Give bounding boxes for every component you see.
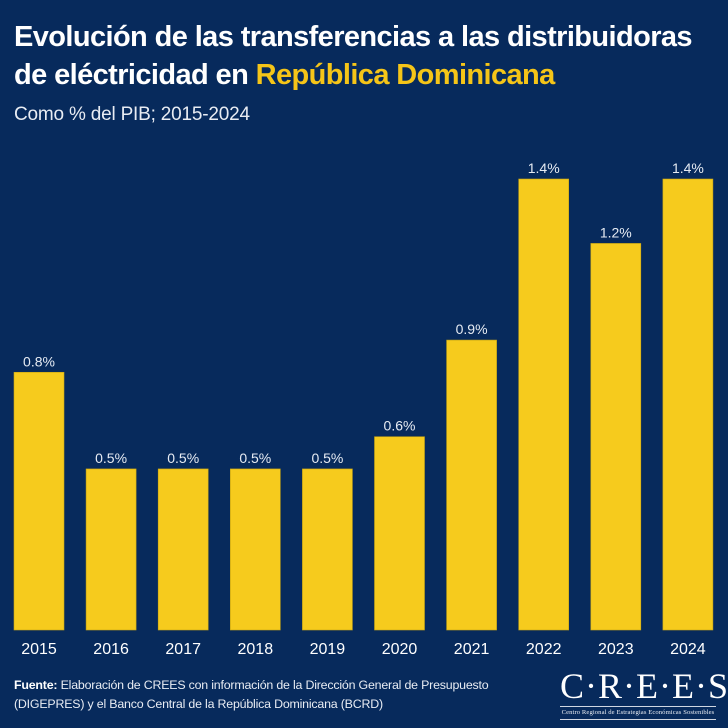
chart-title: Evolución de las transferencias a las di… [14, 18, 724, 94]
x-tick-2018: 2018 [238, 641, 274, 658]
bar-2015 [13, 371, 65, 631]
data-label-2019: 0.5% [311, 450, 343, 466]
x-tick-2017: 2017 [165, 641, 201, 658]
data-label-2021: 0.9% [456, 321, 488, 337]
bar-2022 [518, 178, 570, 631]
data-label-2016: 0.5% [95, 450, 127, 466]
x-tick-2019: 2019 [310, 641, 346, 658]
bar-2021 [446, 339, 497, 631]
bar-2020 [374, 436, 425, 631]
bar-2024 [662, 178, 714, 631]
x-tick-2016: 2016 [93, 641, 129, 658]
source-note: Fuente: Elaboración de CREES con informa… [14, 676, 534, 714]
crees-logo: C·R·E·E·S Centro Regional de Estrategias… [560, 666, 728, 720]
x-tick-2015: 2015 [21, 641, 57, 658]
x-tick-2024: 2024 [670, 641, 706, 658]
logo-divider-bottom [560, 719, 716, 720]
bar-2018 [230, 468, 281, 631]
source-text: Elaboración de CREES con información de … [14, 678, 489, 711]
x-tick-2023: 2023 [598, 641, 634, 658]
logo-wordmark: C·R·E·E·S [560, 666, 728, 706]
x-tick-2022: 2022 [526, 641, 562, 658]
logo-divider [560, 706, 716, 707]
title-main: Evolución de las transferencias a las di… [14, 21, 693, 91]
data-label-2015: 0.8% [23, 353, 55, 369]
title-highlight: República Dominicana [255, 59, 556, 91]
data-label-2024: 1.4% [672, 160, 704, 176]
logo-subtitle: Centro Regional de Estrategias Económica… [561, 709, 715, 716]
data-label-2023: 1.2% [600, 224, 632, 240]
x-tick-2021: 2021 [454, 641, 490, 658]
data-label-2017: 0.5% [167, 450, 199, 466]
bar-2016 [85, 468, 137, 631]
x-tick-2020: 2020 [382, 641, 418, 658]
data-label-2018: 0.5% [239, 450, 271, 466]
bar-2019 [302, 468, 353, 631]
bar-2023 [590, 243, 642, 631]
source-label: Fuente: [14, 678, 58, 692]
chart-subtitle: Como % del PIB; 2015-2024 [14, 104, 250, 125]
bar-2017 [157, 468, 209, 631]
data-label-2020: 0.6% [384, 418, 416, 434]
data-label-2022: 1.4% [528, 160, 560, 176]
